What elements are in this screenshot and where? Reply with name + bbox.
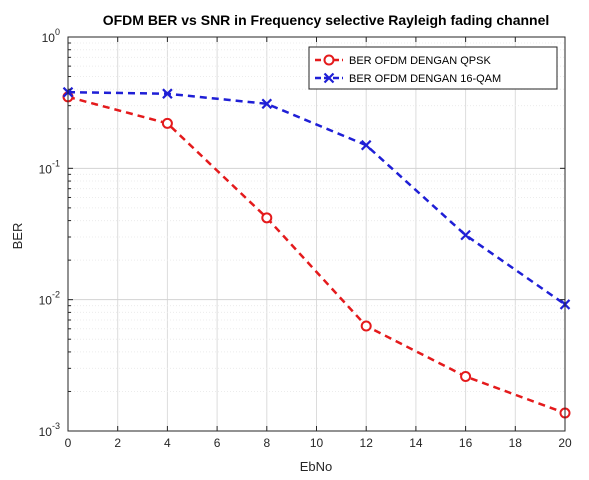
grid — [68, 37, 565, 431]
y-tick-exponent: -2 — [52, 290, 60, 300]
marker-stroke — [360, 139, 372, 151]
y-tick-exponent: -3 — [52, 421, 60, 431]
data-point — [161, 117, 173, 129]
data-point — [261, 98, 273, 110]
marker-stroke — [261, 98, 273, 110]
legend-label: BER OFDM DENGAN QPSK — [349, 55, 491, 67]
y-tick-label: 100 — [42, 27, 60, 45]
x-tick-label: 6 — [214, 436, 221, 450]
y-tick-exponent: 0 — [55, 27, 60, 37]
legend: BER OFDM DENGAN QPSK BER OFDM DENGAN 16-Q… — [308, 46, 558, 90]
x-tick-label: 18 — [509, 436, 523, 450]
x-tick-label: 4 — [164, 436, 171, 450]
marker-stroke — [323, 72, 335, 84]
chart-title: OFDM BER vs SNR in Frequency selective R… — [103, 12, 550, 28]
legend-item: BER OFDM DENGAN QPSK — [315, 54, 491, 67]
x-tick-label: 16 — [459, 436, 473, 450]
series-line — [67, 95, 566, 415]
x-axis-label: EbNo — [300, 459, 333, 474]
legend-marker — [323, 72, 335, 84]
y-tick-label: 10-1 — [39, 158, 60, 176]
x-tick-label: 14 — [409, 436, 423, 450]
x-tick-label: 2 — [114, 436, 121, 450]
legend-box — [308, 46, 558, 90]
data-point — [162, 88, 173, 99]
series-line — [67, 90, 566, 306]
marker-stroke — [460, 229, 471, 241]
data-point — [460, 229, 471, 241]
data-point — [360, 320, 372, 332]
legend-label: BER OFDM DENGAN 16-QAM — [349, 73, 501, 85]
x-tick-label: 10 — [310, 436, 324, 450]
marker-stroke — [162, 88, 173, 99]
y-tick-label: 10-2 — [39, 290, 60, 308]
x-tick-label: 0 — [65, 436, 72, 450]
data-point — [360, 139, 372, 151]
x-tick-label: 20 — [558, 436, 572, 450]
data-point — [460, 371, 472, 383]
x-tick-label: 12 — [360, 436, 374, 450]
y-axis-label: BER — [10, 223, 25, 250]
legend-marker — [323, 54, 335, 66]
y-tick-base: 10 — [39, 162, 53, 176]
y-tick-base: 10 — [42, 31, 56, 45]
y-tick-base: 10 — [39, 294, 53, 308]
x-tick-label: 8 — [263, 436, 270, 450]
legend-item: BER OFDM DENGAN 16-QAM — [315, 72, 501, 85]
series-2 — [62, 86, 571, 310]
y-tick-label: 10-3 — [39, 421, 60, 439]
y-tick-base: 10 — [39, 425, 53, 439]
data-point — [261, 212, 273, 224]
y-tick-exponent: -1 — [52, 158, 60, 168]
